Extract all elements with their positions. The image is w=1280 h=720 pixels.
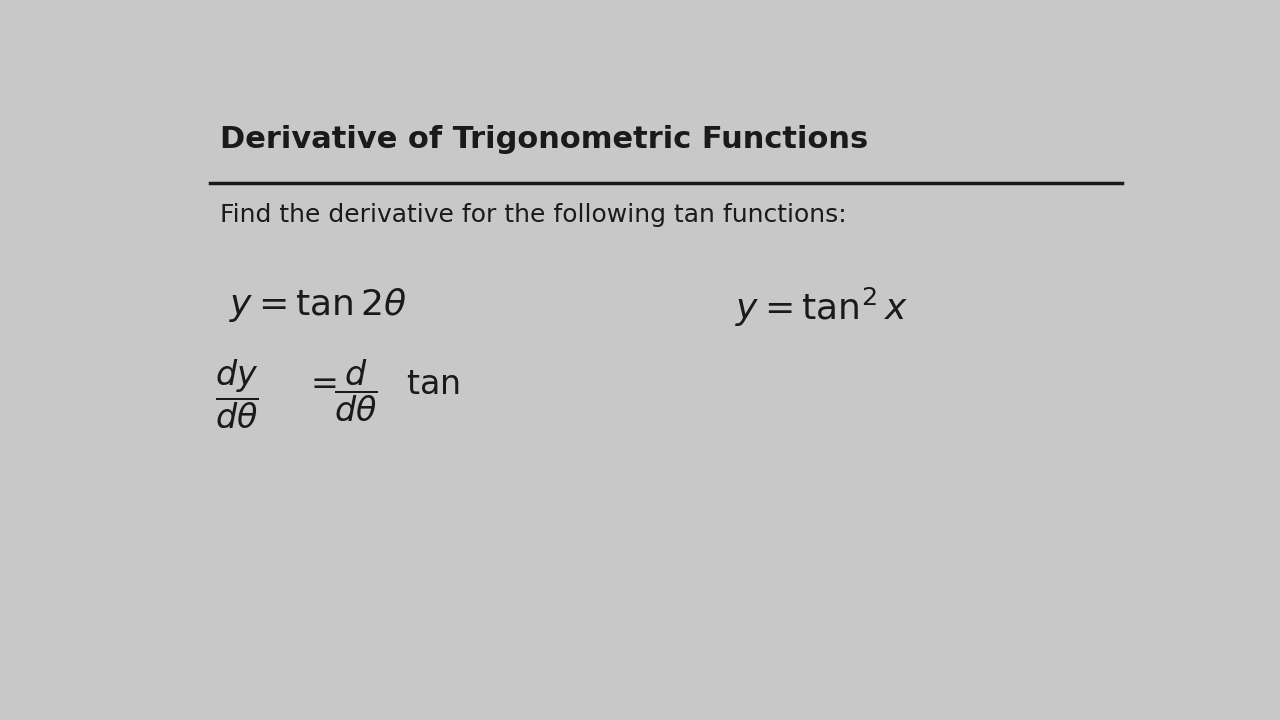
Text: $\dfrac{dy}{d\theta}$: $\dfrac{dy}{d\theta}$ [215, 358, 259, 431]
Text: $\dfrac{d}{d\theta}$: $\dfrac{d}{d\theta}$ [334, 358, 378, 425]
Text: $y = \tan^2 x$: $y = \tan^2 x$ [735, 286, 909, 329]
Text: $y = \tan 2\theta$: $y = \tan 2\theta$ [229, 286, 407, 324]
Text: Find the derivative for the following tan functions:: Find the derivative for the following ta… [220, 203, 846, 227]
Text: $\tan$: $\tan$ [406, 368, 460, 401]
Text: $=$: $=$ [303, 366, 337, 400]
Text: Derivative of Trigonometric Functions: Derivative of Trigonometric Functions [220, 125, 868, 154]
